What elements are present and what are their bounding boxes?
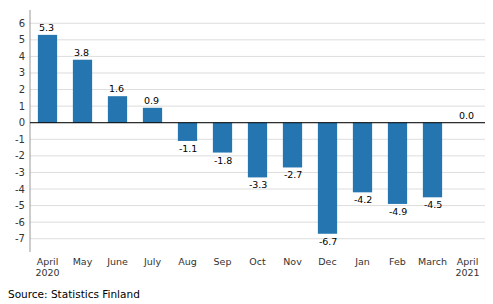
data-label: -2.7 bbox=[284, 169, 303, 180]
tick-label: 4 bbox=[19, 51, 25, 62]
category-label: June bbox=[106, 256, 128, 267]
grid-line bbox=[30, 222, 485, 223]
tick-label: -1 bbox=[15, 134, 25, 145]
tick-label: 1 bbox=[19, 101, 25, 112]
grid-line bbox=[30, 89, 485, 90]
data-label: -4.2 bbox=[354, 194, 373, 205]
chart: -7 -6 -5 -4 -3 -2 -1 0 1 2 3 4 5 6 5.3 3.8 1.6 0.9 -1.1 -1.… bbox=[0, 0, 493, 304]
data-label: -4.9 bbox=[389, 206, 408, 217]
bar bbox=[318, 123, 337, 234]
category-label: Jan bbox=[354, 256, 370, 267]
grid-line bbox=[30, 205, 485, 206]
data-label: 1.6 bbox=[109, 83, 124, 94]
data-label: 5.3 bbox=[39, 22, 54, 33]
source-note: Source: Statistics Finland bbox=[8, 288, 140, 300]
bar bbox=[283, 123, 302, 168]
data-label: -3.3 bbox=[249, 179, 268, 190]
category-label: Aug bbox=[178, 256, 197, 267]
category-label: Oct bbox=[249, 256, 266, 267]
bar bbox=[213, 123, 232, 153]
tick-label: 0 bbox=[19, 117, 25, 128]
category-label: Feb bbox=[389, 256, 406, 267]
bar bbox=[178, 123, 197, 141]
tick-label: -5 bbox=[15, 200, 25, 211]
data-label: -4.5 bbox=[424, 199, 443, 210]
tick-label: 2 bbox=[19, 84, 25, 95]
zero-line bbox=[30, 122, 485, 123]
bar bbox=[38, 35, 57, 123]
bars bbox=[38, 35, 442, 234]
bar bbox=[423, 123, 442, 198]
tick-label: -4 bbox=[15, 184, 25, 195]
grid-line bbox=[30, 23, 485, 24]
data-label: -6.7 bbox=[319, 236, 338, 247]
category-label: April2021 bbox=[455, 256, 479, 278]
tick-label: 5 bbox=[19, 34, 25, 45]
bar bbox=[388, 123, 407, 204]
tick-label: -3 bbox=[15, 167, 25, 178]
category-label: May bbox=[73, 256, 93, 267]
bar bbox=[108, 96, 127, 123]
data-label: -1.1 bbox=[179, 143, 198, 154]
bar bbox=[353, 123, 372, 193]
category-label: March bbox=[418, 256, 447, 267]
data-label: 0.9 bbox=[144, 95, 159, 106]
category-label: April2020 bbox=[35, 256, 59, 278]
grid-line bbox=[30, 238, 485, 239]
grid-line bbox=[30, 72, 485, 73]
grid-line bbox=[30, 122, 485, 123]
tick-label: -2 bbox=[15, 150, 25, 161]
data-label: 3.8 bbox=[74, 47, 89, 58]
category-label: Sep bbox=[214, 256, 232, 267]
data-label: 0.0 bbox=[459, 110, 474, 121]
data-label: -1.8 bbox=[214, 155, 233, 166]
category-label: July bbox=[143, 256, 161, 267]
tick-label: 6 bbox=[19, 18, 25, 29]
bar bbox=[248, 123, 267, 178]
tick-label: -7 bbox=[15, 233, 25, 244]
bar bbox=[143, 108, 162, 123]
grid-line bbox=[30, 56, 485, 57]
category-label: Nov bbox=[283, 256, 302, 267]
bar bbox=[73, 60, 92, 123]
category-label: Dec bbox=[318, 256, 336, 267]
tick-label: -6 bbox=[15, 217, 25, 228]
grid-line bbox=[30, 39, 485, 40]
tick-label: 3 bbox=[19, 67, 25, 78]
y-axis-line bbox=[30, 10, 31, 252]
grid-line bbox=[30, 106, 485, 107]
